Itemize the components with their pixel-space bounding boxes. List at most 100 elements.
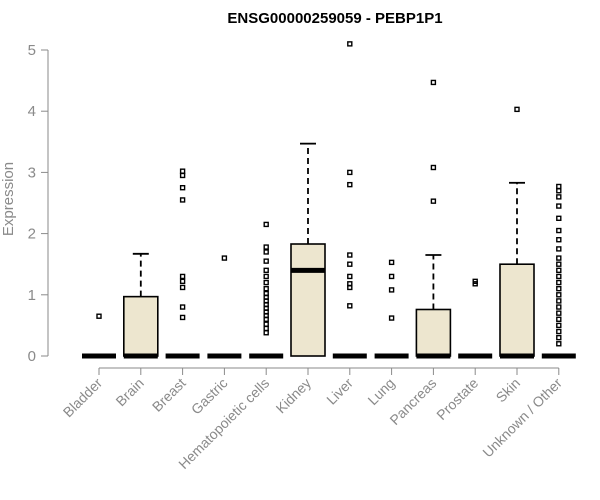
outlier-point (556, 267, 562, 274)
outlier-point (556, 246, 562, 252)
outlier-point (388, 273, 395, 280)
outlier-point (96, 313, 102, 319)
outlier-point (179, 197, 186, 203)
outlier-point (430, 164, 437, 171)
outlier-point (179, 168, 186, 174)
outlier-point (263, 244, 269, 250)
outlier-point (556, 203, 562, 209)
outlier-point (556, 188, 562, 194)
y-axis-label: Expression (0, 162, 17, 236)
outlier-point (556, 341, 562, 347)
y-tick-label: 5 (28, 42, 36, 59)
outlier-point (347, 169, 353, 176)
outlier-point (472, 278, 478, 285)
outlier-point (430, 198, 437, 204)
x-tick-label: Bladder (60, 375, 106, 421)
outlier-point (263, 221, 269, 228)
outlier-point (179, 284, 186, 291)
outlier-point (556, 279, 562, 286)
x-tick-label: Brain (112, 375, 146, 409)
box-iqr (499, 263, 535, 357)
outlier-point (556, 255, 562, 261)
outlier-point (347, 261, 353, 267)
box-bladder (82, 313, 116, 359)
box-lung (374, 259, 409, 359)
outlier-point (556, 261, 562, 267)
box-iqr (123, 295, 159, 357)
outlier-point (263, 273, 269, 280)
x-tick-label: Prostate (433, 375, 481, 423)
box-kidney (290, 142, 326, 357)
box-breast (165, 168, 200, 359)
outlier-point (388, 287, 395, 293)
outlier-point (263, 321, 269, 327)
outlier-point (347, 181, 353, 188)
outlier-point (263, 290, 269, 297)
outlier-point (556, 316, 562, 322)
y-tick-label: 0 (28, 348, 36, 365)
outlier-point (179, 172, 186, 179)
y-tick-label: 4 (28, 103, 36, 120)
outlier-point (556, 304, 562, 310)
outlier-point (221, 255, 228, 261)
outlier-point (347, 281, 353, 287)
y-tick-label: 1 (28, 287, 36, 304)
outlier-point (556, 310, 562, 316)
outlier-point (556, 292, 562, 298)
x-tick-label: Skin (493, 375, 524, 406)
outlier-point (556, 194, 562, 200)
outlier-point (179, 184, 186, 191)
outlier-point (179, 278, 186, 285)
x-tick-label: Kidney (273, 375, 315, 417)
outlier-point (263, 285, 269, 292)
box-skin (499, 106, 535, 359)
outlier-point (556, 227, 562, 234)
x-tick-label: Liver (323, 375, 356, 408)
chart-title: ENSG00000259059 - PEBP1P1 (227, 10, 442, 27)
outlier-point (263, 279, 269, 286)
x-tick-label: Breast (149, 375, 189, 415)
outlier-point (556, 215, 562, 222)
box-prostate (458, 278, 493, 359)
outlier-point (347, 41, 353, 47)
outlier-point (388, 259, 395, 266)
outlier-point (556, 183, 562, 190)
box-iqr (290, 243, 326, 357)
outlier-point (514, 106, 520, 113)
outlier-point (556, 322, 562, 329)
outlier-point (430, 79, 437, 86)
outlier-point (263, 325, 269, 332)
outlier-point (179, 304, 186, 310)
y-tick-label: 2 (28, 226, 36, 243)
y-axis: 0 1 2 3 4 5 (28, 42, 49, 365)
outlier-point (263, 258, 269, 264)
outlier-point (556, 237, 562, 243)
box-brain (123, 252, 159, 359)
box-gastric (207, 255, 242, 359)
box-iqr (415, 308, 452, 357)
y-tick-label: 3 (28, 164, 36, 181)
x-tick-label: Unknown / Other (479, 375, 565, 461)
boxes-group (82, 41, 576, 359)
outlier-point (556, 298, 562, 304)
box-liver (332, 41, 367, 359)
outlier-point (179, 273, 186, 280)
box-pancreas (415, 79, 452, 359)
outlier-point (347, 303, 353, 309)
outlier-point (263, 330, 269, 336)
outlier-point (556, 328, 562, 335)
box-unknown-other (541, 183, 576, 359)
outlier-point (347, 252, 353, 258)
outlier-point (556, 334, 562, 341)
outlier-point (556, 285, 562, 292)
x-tick-label: Lung (364, 375, 397, 408)
outlier-point (347, 273, 353, 280)
outlier-point (263, 267, 269, 274)
outlier-point (179, 314, 186, 321)
outlier-point (556, 273, 562, 280)
outlier-point (263, 249, 269, 255)
outlier-point (388, 315, 395, 321)
box-hematopoietic-cells (249, 221, 284, 359)
